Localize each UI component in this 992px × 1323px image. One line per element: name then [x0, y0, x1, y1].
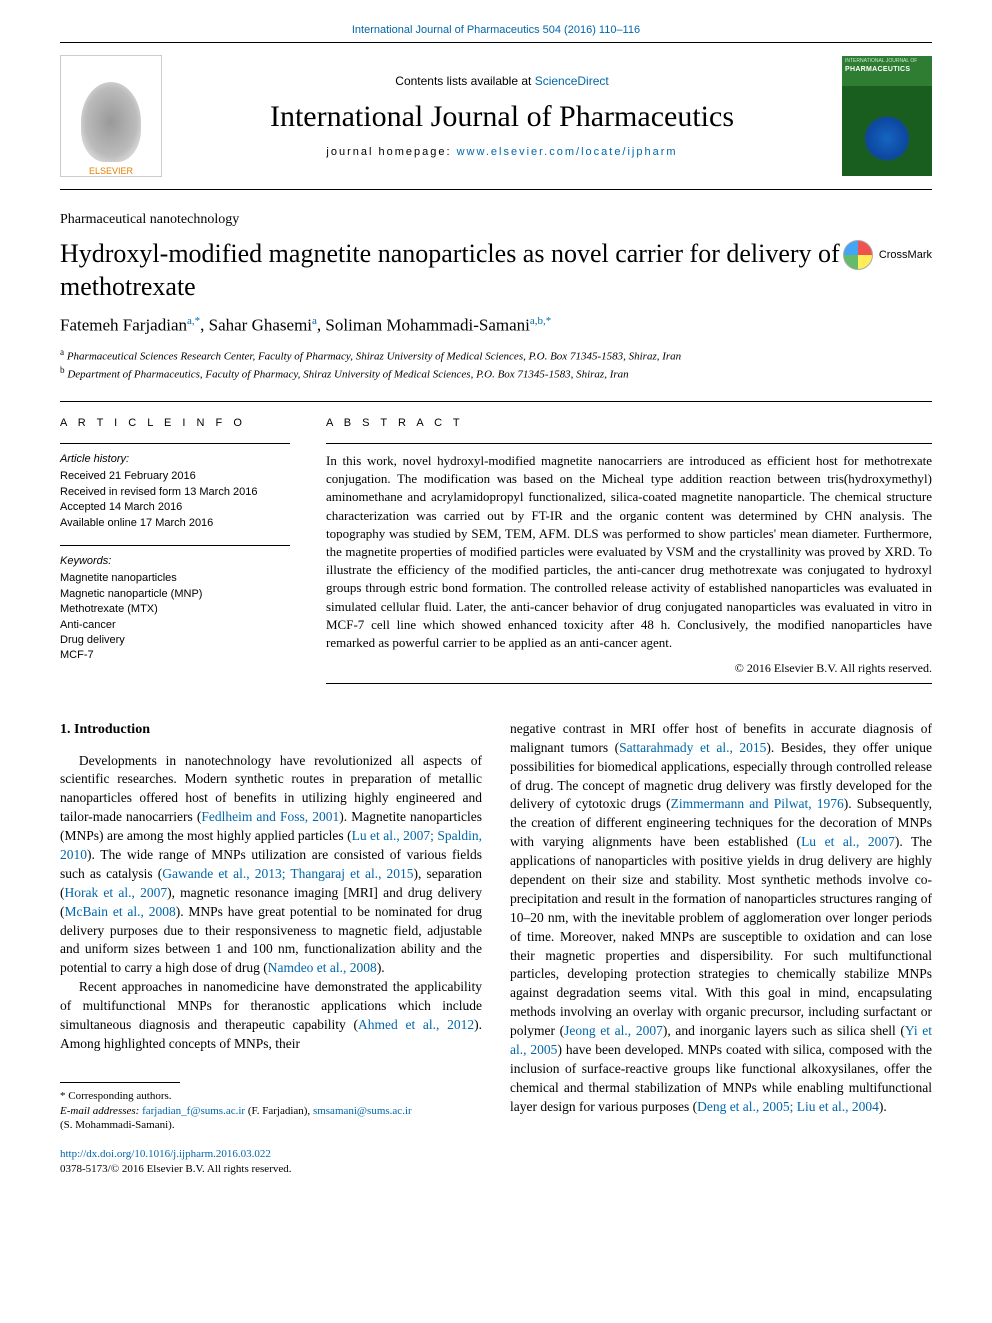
- footnotes: * Corresponding authors. E-mail addresse…: [60, 1089, 482, 1134]
- history-received: Received 21 February 2016: [60, 469, 290, 484]
- email-link[interactable]: farjadian_f@sums.ac.ir: [142, 1105, 245, 1117]
- corresponding-note: * Corresponding authors.: [60, 1089, 482, 1104]
- section-label: Pharmaceutical nanotechnology: [60, 212, 932, 228]
- masthead: ELSEVIER Contents lists available at Sci…: [60, 42, 932, 190]
- abstract-copyright: © 2016 Elsevier B.V. All rights reserved…: [326, 660, 932, 677]
- citation-link[interactable]: Sattarahmady et al., 2015: [619, 740, 766, 755]
- citation-link[interactable]: Zimmermann and Pilwat, 1976: [671, 796, 844, 811]
- keywords-label: Keywords:: [60, 554, 290, 569]
- issn-copyright: 0378-5173/© 2016 Elsevier B.V. All right…: [60, 1162, 482, 1177]
- running-citation: International Journal of Pharmaceutics 5…: [60, 24, 932, 36]
- history-online: Available online 17 March 2016: [60, 516, 290, 531]
- journal-name: International Journal of Pharmaceutics: [162, 100, 842, 134]
- body-text: ). The applications of nanoparticles wit…: [510, 834, 932, 1038]
- history-accepted: Accepted 14 March 2016: [60, 500, 290, 515]
- article-info-head: A R T I C L E I N F O: [60, 416, 290, 431]
- body-right-column: negative contrast in MRI offer host of b…: [510, 720, 932, 1177]
- affiliation-b: Department of Pharmaceutics, Faculty of …: [67, 369, 628, 381]
- article-title: Hydroxyl-modified magnetite nanoparticle…: [60, 238, 843, 303]
- homepage-prefix: journal homepage:: [326, 146, 456, 158]
- contents-prefix: Contents lists available at: [395, 74, 534, 88]
- citation-link[interactable]: Fedlheim and Foss, 2001: [201, 809, 339, 824]
- citation-link[interactable]: Lu et al., 2007: [801, 834, 895, 849]
- citation-link[interactable]: Horak et al., 2007: [65, 885, 168, 900]
- crossmark-label: CrossMark: [879, 249, 932, 261]
- citation-link[interactable]: McBain et al., 2008: [65, 904, 176, 919]
- email-who: (F. Farjadian),: [245, 1105, 313, 1117]
- divider: [326, 443, 932, 444]
- citation-link[interactable]: Jeong et al., 2007: [564, 1023, 663, 1038]
- keyword: Anti-cancer: [60, 618, 290, 633]
- sciencedirect-link[interactable]: ScienceDirect: [535, 74, 609, 88]
- elsevier-logo-label: ELSEVIER: [89, 166, 133, 176]
- article-info-column: A R T I C L E I N F O Article history: R…: [60, 402, 290, 684]
- cover-title-label: PHARMACEUTICS: [845, 66, 910, 73]
- keyword: Magnetic nanoparticle (MNP): [60, 587, 290, 602]
- divider: [60, 545, 290, 546]
- keyword: Magnetite nanoparticles: [60, 571, 290, 586]
- journal-cover-thumb: INTERNATIONAL JOURNAL OF PHARMACEUTICS: [842, 56, 932, 176]
- affiliations: a Pharmaceutical Sciences Research Cente…: [60, 346, 932, 383]
- body-two-column: 1. Introduction Developments in nanotech…: [60, 720, 932, 1177]
- section-heading: 1. Introduction: [60, 720, 482, 740]
- doi-block: http://dx.doi.org/10.1016/j.ijpharm.2016…: [60, 1147, 482, 1177]
- cover-art-icon: [862, 116, 912, 161]
- author-name: Fatemeh Farjadian: [60, 316, 187, 335]
- divider: [60, 443, 290, 444]
- elsevier-logo: ELSEVIER: [60, 55, 162, 177]
- elsevier-tree-icon: [81, 82, 141, 162]
- contents-line: Contents lists available at ScienceDirec…: [162, 74, 842, 88]
- abstract-column: A B S T R A C T In this work, novel hydr…: [326, 402, 932, 684]
- doi-link[interactable]: http://dx.doi.org/10.1016/j.ijpharm.2016…: [60, 1148, 271, 1160]
- article-history-label: Article history:: [60, 452, 290, 467]
- abstract-text: In this work, novel hydroxyl-modified ma…: [326, 452, 932, 652]
- email-label: E-mail addresses:: [60, 1105, 142, 1117]
- keywords-list: Magnetite nanoparticles Magnetic nanopar…: [60, 571, 290, 663]
- citation-link[interactable]: Deng et al., 2005; Liu et al., 2004: [697, 1099, 879, 1114]
- body-text: ).: [879, 1099, 887, 1114]
- citation-link[interactable]: Ahmed et al., 2012: [358, 1017, 474, 1032]
- keyword: MCF-7: [60, 648, 290, 663]
- author-affil-sup: a,b,*: [530, 315, 551, 327]
- history-revised: Received in revised form 13 March 2016: [60, 485, 290, 500]
- author-name: Sahar Ghasemi: [209, 316, 312, 335]
- divider: [326, 683, 932, 684]
- footnote-separator: [60, 1082, 180, 1083]
- journal-homepage-link[interactable]: www.elsevier.com/locate/ijpharm: [457, 146, 678, 158]
- email-link[interactable]: smsamani@sums.ac.ir: [313, 1105, 412, 1117]
- journal-homepage-line: journal homepage: www.elsevier.com/locat…: [162, 146, 842, 158]
- affiliation-a: Pharmaceutical Sciences Research Center,…: [67, 350, 681, 362]
- crossmark-icon: [843, 240, 873, 270]
- citation-link[interactable]: Gawande et al., 2013; Thangaraj et al., …: [162, 866, 413, 881]
- cover-top-label: INTERNATIONAL JOURNAL OF: [845, 58, 917, 64]
- body-text: ), and inorganic layers such as silica s…: [663, 1023, 905, 1038]
- author-sep: ,: [200, 316, 209, 335]
- email-who: (S. Mohammadi-Samani).: [60, 1118, 482, 1133]
- body-left-column: 1. Introduction Developments in nanotech…: [60, 720, 482, 1177]
- author-affil-sup: a,*: [187, 315, 200, 327]
- body-text: ).: [377, 960, 385, 975]
- abstract-head: A B S T R A C T: [326, 416, 932, 431]
- keyword: Drug delivery: [60, 633, 290, 648]
- author-name: Soliman Mohammadi-Samani: [325, 316, 529, 335]
- citation-link[interactable]: Namdeo et al., 2008: [268, 960, 377, 975]
- keyword: Methotrexate (MTX): [60, 602, 290, 617]
- authors-line: Fatemeh Farjadiana,*, Sahar Ghasemia, So…: [60, 315, 932, 336]
- crossmark-badge[interactable]: CrossMark: [843, 240, 932, 270]
